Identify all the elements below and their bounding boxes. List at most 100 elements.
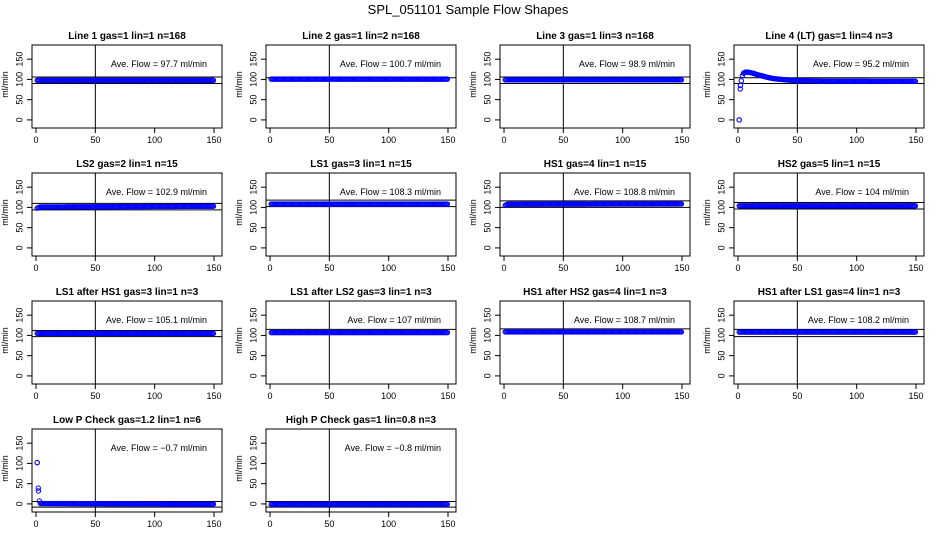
average-flow-annotation: Ave. Flow = 97.7 ml/min	[111, 59, 207, 69]
y-tick-label: 50	[14, 479, 24, 489]
y-axis-label: ml/min	[468, 199, 478, 226]
x-tick-label: 100	[381, 391, 396, 401]
panel-10: LS1 after LS2 gas=3 lin=1 n=3 0 50 100 150 0 5…	[234, 287, 457, 401]
x-tick-label: 0	[267, 263, 272, 273]
panel-9: LS1 after HS1 gas=3 lin=1 n=3 0 50 100 150 0 5…	[0, 287, 223, 401]
x-tick-label: 150	[206, 135, 221, 145]
x-tick-label: 0	[33, 135, 38, 145]
panel-5: LS2 gas=2 lin=1 n=15 0 50 100 150 0 50 100 150 ml…	[0, 159, 223, 273]
x-tick-label: 50	[324, 391, 334, 401]
x-tick-label: 0	[735, 391, 740, 401]
plot-frame	[265, 300, 457, 385]
data-point-outlier	[35, 488, 42, 494]
y-tick-label: 0	[248, 373, 258, 378]
plot-frame	[31, 172, 223, 257]
y-tick-label: 0	[716, 117, 726, 122]
y-axis-label: ml/min	[702, 199, 712, 226]
x-tick-label: 150	[674, 263, 689, 273]
x-tick-label: 0	[33, 263, 38, 273]
y-tick-label: 100	[482, 328, 492, 343]
x-tick-label: 150	[908, 391, 923, 401]
panel-1: Line 1 gas=1 lin=1 n=168 0 50 100 150 0 50 100 1…	[0, 31, 223, 145]
data-point-outlier	[737, 82, 744, 89]
x-tick-label: 0	[501, 263, 506, 273]
average-flow-annotation: Ave. Flow = 108.8 ml/min	[574, 187, 675, 197]
y-axis-label: ml/min	[0, 71, 10, 98]
x-tick-label: 150	[440, 135, 455, 145]
data-point	[444, 329, 451, 336]
average-flow-annotation: Ave. Flow = −0.7 ml/min	[111, 443, 207, 453]
x-tick-label: 0	[33, 519, 38, 529]
plot-frame	[265, 172, 457, 257]
y-tick-label: 50	[482, 223, 492, 233]
y-tick-label: 100	[482, 200, 492, 215]
y-tick-label: 100	[248, 328, 258, 343]
panel-13: Low P Check gas=1.2 lin=1 n=6 0 50 100 150 0 5…	[0, 415, 223, 529]
x-tick-label: 50	[90, 391, 100, 401]
y-axis-label: ml/min	[234, 71, 244, 98]
y-tick-label: 50	[248, 95, 258, 105]
y-tick-label: 0	[248, 117, 258, 122]
panel-title: Line 2 gas=1 lin=2 n=168	[302, 31, 420, 42]
x-tick-label: 100	[849, 135, 864, 145]
average-flow-annotation: Ave. Flow = 104 ml/min	[815, 187, 909, 197]
y-tick-label: 150	[482, 308, 492, 323]
x-tick-label: 50	[558, 135, 568, 145]
average-flow-annotation: Ave. Flow = 102.9 ml/min	[106, 187, 207, 197]
y-tick-label: 150	[14, 52, 24, 67]
y-tick-label: 0	[482, 373, 492, 378]
x-tick-label: 150	[440, 263, 455, 273]
y-tick-label: 150	[716, 308, 726, 323]
plot-frame	[733, 172, 925, 257]
y-axis-label: ml/min	[0, 199, 10, 226]
x-tick-label: 50	[324, 263, 334, 273]
x-tick-label: 50	[792, 263, 802, 273]
data-point	[678, 77, 685, 83]
y-tick-label: 150	[482, 52, 492, 67]
y-tick-label: 0	[14, 501, 24, 506]
data-point	[912, 329, 919, 335]
panel-title: HS1 gas=4 lin=1 n=15	[544, 159, 647, 170]
data-point	[912, 78, 919, 85]
panel-4: Line 4 (LT) gas=1 lin=4 n=3 0 50 100 150 0 50 1…	[702, 31, 925, 145]
x-tick-label: 100	[147, 391, 162, 401]
average-flow-annotation: Ave. Flow = 108.7 ml/min	[574, 315, 675, 325]
x-tick-label: 50	[90, 135, 100, 145]
y-tick-label: 100	[248, 200, 258, 215]
figure-title: SPL_051101 Sample Flow Shapes	[367, 2, 569, 17]
y-tick-label: 150	[248, 52, 258, 67]
x-tick-label: 0	[33, 391, 38, 401]
x-tick-label: 100	[381, 519, 396, 529]
average-flow-annotation: Ave. Flow = 108.3 ml/min	[340, 187, 441, 197]
x-tick-label: 100	[147, 263, 162, 273]
x-tick-label: 150	[440, 519, 455, 529]
x-tick-label: 150	[206, 391, 221, 401]
average-flow-annotation: Ave. Flow = 107 ml/min	[347, 315, 441, 325]
y-tick-label: 50	[14, 95, 24, 105]
average-flow-annotation: Ave. Flow = 105.1 ml/min	[106, 315, 207, 325]
x-tick-label: 0	[501, 135, 506, 145]
x-tick-label: 150	[674, 135, 689, 145]
x-tick-label: 150	[440, 391, 455, 401]
y-tick-label: 100	[14, 456, 24, 471]
y-tick-label: 50	[14, 351, 24, 361]
y-tick-label: 0	[716, 373, 726, 378]
average-flow-annotation: Ave. Flow = 95.2 ml/min	[813, 59, 909, 69]
y-tick-label: 0	[248, 245, 258, 250]
x-tick-label: 50	[558, 391, 568, 401]
data-point	[738, 78, 745, 84]
y-tick-label: 150	[14, 436, 24, 451]
y-axis-label: ml/min	[234, 455, 244, 482]
x-tick-label: 150	[206, 263, 221, 273]
y-tick-label: 100	[716, 328, 726, 343]
y-axis-label: ml/min	[702, 71, 712, 98]
y-tick-label: 150	[716, 52, 726, 67]
data-point	[737, 86, 743, 92]
plot-frame	[31, 44, 223, 129]
y-axis-label: ml/min	[468, 71, 478, 98]
plot-frame	[31, 300, 223, 385]
y-axis-label: ml/min	[234, 327, 244, 354]
plot-frame	[31, 428, 223, 513]
x-tick-label: 100	[849, 391, 864, 401]
